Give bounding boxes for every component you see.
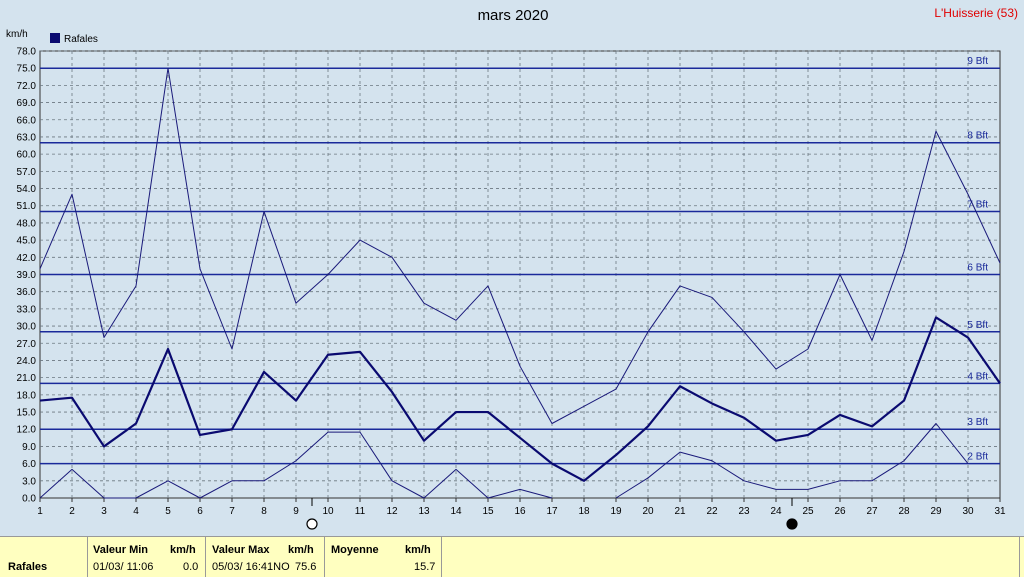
new-moon-icon bbox=[306, 518, 318, 530]
mean-unit: km/h bbox=[405, 544, 431, 556]
y-tick-label: 3.0 bbox=[22, 476, 36, 487]
y-tick-label: 75.0 bbox=[17, 64, 37, 75]
footer-min-cell: Valeur Min km/h 01/03/ 11:06 0.0 bbox=[88, 537, 206, 577]
beaufort-label: 7 Bft bbox=[967, 199, 988, 210]
x-tick-label: 20 bbox=[642, 506, 654, 517]
max-unit: km/h bbox=[288, 544, 314, 556]
x-tick-label: 3 bbox=[101, 506, 107, 517]
y-tick-label: 51.0 bbox=[17, 201, 37, 212]
y-tick-label: 0.0 bbox=[22, 494, 36, 505]
x-tick-label: 2 bbox=[69, 506, 75, 517]
series-line-min bbox=[615, 423, 969, 499]
x-tick-label: 19 bbox=[610, 506, 622, 517]
y-tick-label: 30.0 bbox=[17, 322, 37, 333]
y-tick-label: 45.0 bbox=[17, 236, 37, 247]
chart-title: mars 2020 bbox=[478, 7, 549, 24]
x-tick-label: 11 bbox=[355, 506, 366, 517]
mean-value: 15.7 bbox=[414, 561, 436, 573]
y-tick-label: 9.0 bbox=[22, 442, 36, 453]
y-tick-label: 72.0 bbox=[17, 81, 37, 92]
y-tick-label: 48.0 bbox=[17, 218, 37, 229]
beaufort-label: 3 Bft bbox=[967, 417, 988, 428]
x-tick-label: 7 bbox=[229, 506, 235, 517]
x-tick-label: 25 bbox=[802, 506, 814, 517]
y-tick-label: 66.0 bbox=[17, 115, 37, 126]
beaufort-label: 5 Bft bbox=[967, 320, 988, 331]
y-axis-unit: km/h bbox=[6, 29, 28, 40]
x-tick-label: 21 bbox=[674, 506, 686, 517]
x-tick-label: 10 bbox=[322, 506, 334, 517]
min-time: 01/03/ 11:06 bbox=[93, 561, 154, 573]
footer-mean-cell: Moyenne km/h 15.7 bbox=[325, 537, 442, 577]
x-tick-label: 30 bbox=[962, 506, 974, 517]
x-tick-label: 27 bbox=[866, 506, 878, 517]
x-tick-label: 12 bbox=[386, 506, 398, 517]
footer-end-cell bbox=[1019, 537, 1024, 577]
stats-footer: Rafales Valeur Min km/h 01/03/ 11:06 0.0… bbox=[0, 536, 1024, 577]
x-tick-label: 8 bbox=[261, 506, 267, 517]
full-moon-icon bbox=[786, 518, 798, 530]
y-tick-label: 33.0 bbox=[17, 304, 37, 315]
min-value: 0.0 bbox=[183, 561, 199, 573]
x-tick-label: 14 bbox=[450, 506, 462, 517]
y-tick-label: 57.0 bbox=[17, 167, 37, 178]
y-tick-label: 15.0 bbox=[17, 408, 37, 419]
x-tick-label: 24 bbox=[770, 506, 782, 517]
x-tick-label: 28 bbox=[898, 506, 910, 517]
x-tick-label: 26 bbox=[834, 506, 846, 517]
legend-label: Rafales bbox=[64, 34, 98, 45]
y-tick-label: 39.0 bbox=[17, 270, 37, 281]
x-tick-label: 5 bbox=[165, 506, 171, 517]
x-tick-label: 4 bbox=[133, 506, 139, 517]
y-tick-label: 60.0 bbox=[17, 150, 37, 161]
beaufort-label: 9 Bft bbox=[967, 56, 988, 67]
x-tick-label: 17 bbox=[546, 506, 558, 517]
x-tick-label: 13 bbox=[418, 506, 430, 517]
x-tick-label: 22 bbox=[706, 506, 718, 517]
y-tick-label: 36.0 bbox=[17, 287, 37, 298]
y-tick-label: 27.0 bbox=[17, 339, 37, 350]
footer-label-cell: Rafales bbox=[0, 537, 88, 577]
y-tick-label: 42.0 bbox=[17, 253, 37, 264]
x-tick-label: 31 bbox=[994, 506, 1006, 517]
legend-swatch bbox=[50, 33, 60, 43]
beaufort-label: 6 Bft bbox=[967, 263, 988, 274]
beaufort-label: 8 Bft bbox=[967, 131, 988, 142]
y-tick-label: 63.0 bbox=[17, 132, 37, 143]
series-line-mean bbox=[39, 316, 1001, 482]
footer-max-cell: Valeur Max km/h 05/03/ 16:41NO 75.6 bbox=[206, 537, 325, 577]
y-tick-label: 18.0 bbox=[17, 390, 37, 401]
y-tick-label: 69.0 bbox=[17, 98, 37, 109]
plot-area: 0.0 3.0 6.0 9.0 12.0 15.0 18.0 21.0 24.0 27.0 30.0… bbox=[17, 47, 1006, 530]
max-value: 75.6 bbox=[295, 561, 317, 573]
x-tick-label: 9 bbox=[293, 506, 299, 517]
min-unit: km/h bbox=[170, 544, 196, 556]
y-tick-label: 24.0 bbox=[17, 356, 37, 367]
min-header: Valeur Min bbox=[93, 544, 149, 556]
x-tick-label: 29 bbox=[930, 506, 942, 517]
x-tick-label: 18 bbox=[578, 506, 590, 517]
mean-header: Moyenne bbox=[331, 544, 379, 556]
wind-gust-chart: mars 2020 L'Huisserie (53) km/h Rafales … bbox=[6, 6, 1018, 530]
y-tick-label: 54.0 bbox=[17, 184, 37, 195]
series-line-min bbox=[39, 431, 553, 499]
y-tick-label: 6.0 bbox=[22, 459, 36, 470]
x-tick-label: 6 bbox=[197, 506, 203, 517]
y-tick-label: 12.0 bbox=[17, 425, 37, 436]
series-line-max bbox=[39, 67, 1001, 424]
x-tick-label: 16 bbox=[514, 506, 526, 517]
beaufort-label: 4 Bft bbox=[967, 371, 988, 382]
max-time: 05/03/ 16:41NO bbox=[212, 561, 290, 573]
x-tick-label: 1 bbox=[37, 506, 43, 517]
y-tick-label: 21.0 bbox=[17, 373, 37, 384]
x-tick-label: 15 bbox=[482, 506, 494, 517]
station-name: L'Huisserie (53) bbox=[934, 6, 1018, 20]
footer-row-label: Rafales bbox=[8, 561, 48, 573]
x-tick-label: 23 bbox=[738, 506, 750, 517]
max-header: Valeur Max bbox=[212, 544, 270, 556]
beaufort-label: 2 Bft bbox=[967, 452, 988, 463]
y-tick-label: 78.0 bbox=[17, 47, 37, 58]
